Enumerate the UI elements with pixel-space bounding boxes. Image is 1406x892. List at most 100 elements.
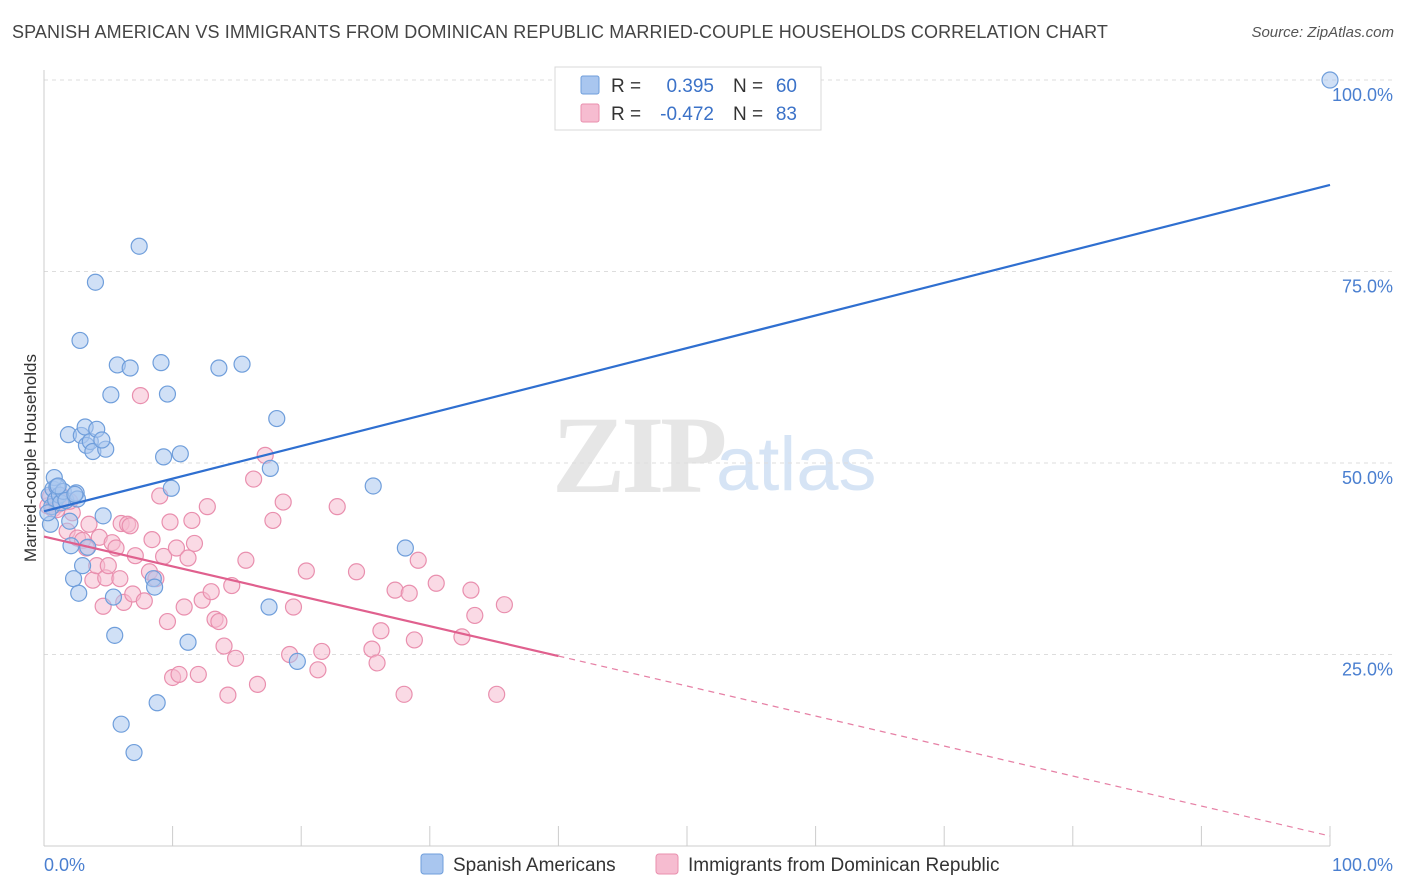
- spanish-point-20: [73, 557, 92, 575]
- bottom-legend-swatch-spanish: [420, 853, 444, 875]
- dominican-point-48: [210, 612, 228, 631]
- spanish-point-41: [152, 354, 170, 372]
- spanish-point-13: [62, 537, 80, 555]
- legend-r-value-pink: -0.472: [660, 104, 714, 125]
- bottom-legend-label-dominican: Immigrants from Dominican Republic: [688, 855, 1000, 876]
- spanish-point-50: [261, 459, 279, 477]
- dominican-point-58: [274, 493, 292, 511]
- dominican-point-76: [462, 581, 480, 599]
- spanish-point-49: [260, 598, 278, 616]
- legend-n-label-blue: N =: [733, 76, 763, 97]
- legend-n-value-blue: 60: [776, 76, 797, 97]
- spanish-point-46: [179, 633, 197, 651]
- spanish-point-51: [268, 409, 286, 428]
- y-tick-label-50: 50.0%: [1342, 468, 1393, 488]
- dominican-point-28: [135, 592, 153, 610]
- spanish-point-53: [364, 477, 382, 495]
- dominican-point-39: [175, 598, 193, 616]
- spanish-point-37: [130, 237, 148, 255]
- spanish-point-34: [112, 715, 130, 733]
- x-axis-ticks: [43, 826, 1331, 846]
- spanish-point-18: [71, 331, 89, 350]
- dominican-point-82: [121, 517, 139, 535]
- dominican-point-57: [264, 511, 282, 530]
- spanish-point-54: [396, 539, 414, 557]
- dominican-point-46: [202, 583, 220, 601]
- dominican-point-77: [466, 606, 484, 625]
- spanish-point-57: [49, 477, 67, 495]
- spanish-point-58: [66, 485, 84, 504]
- dominican-point-12: [80, 515, 98, 533]
- legend-swatch-blue: [580, 75, 600, 95]
- dominican-point-52: [227, 649, 245, 667]
- dominican-point-62: [309, 661, 327, 679]
- legend-swatch-pink: [580, 103, 600, 123]
- spanish-point-30: [102, 386, 120, 404]
- dominican-point-73: [409, 551, 427, 569]
- spanish-point-12: [61, 512, 79, 530]
- dominican-point-54: [245, 470, 263, 488]
- trendline-dominican-solid: [43, 535, 559, 658]
- spanish-point-17: [70, 584, 88, 602]
- dominican-point-70: [395, 685, 413, 703]
- y-axis-title: Married-couple Households: [21, 354, 40, 562]
- dominican-point-40: [179, 549, 197, 567]
- dominican-point-34: [158, 612, 177, 631]
- spanish-point-56: [39, 504, 57, 522]
- dominican-point-27: [131, 386, 150, 405]
- dominican-point-45: [198, 498, 216, 516]
- spanish-point-26: [86, 273, 105, 291]
- dominican-point-42: [185, 534, 204, 553]
- spanish-point-45: [171, 445, 189, 463]
- dominican-point-49: [215, 637, 233, 655]
- dominican-point-69: [386, 581, 404, 599]
- dominican-point-53: [237, 551, 255, 569]
- dominican-point-74: [427, 574, 445, 592]
- x-tick-label-max: 100.0%: [1332, 855, 1393, 875]
- stats-legend: R = 0.395 N = 60 R = -0.472 N = 83: [554, 66, 822, 131]
- dominican-point-63: [313, 642, 331, 661]
- series-legend: Spanish Americans Immigrants from Domini…: [420, 853, 1000, 876]
- legend-n-label-pink: N =: [733, 104, 763, 125]
- spanish-point-42: [154, 448, 173, 466]
- dominican-point-78: [488, 685, 506, 703]
- dominican-point-38: [170, 665, 188, 684]
- dominican-point-79: [495, 596, 513, 614]
- bottom-legend-label-spanish: Spanish Americans: [453, 855, 616, 876]
- dominican-point-35: [161, 513, 179, 531]
- source-credit: Source: ZipAtlas.com: [1251, 24, 1394, 41]
- dominican-point-65: [347, 563, 366, 581]
- spanish-point-32: [106, 626, 124, 644]
- trendline-spanish: [43, 183, 1331, 513]
- dominican-point-61: [297, 562, 315, 580]
- dominican-point-43: [189, 665, 207, 684]
- spanish-point-47: [210, 359, 228, 377]
- dominican-point-60: [284, 598, 303, 616]
- y-tick-label-100: 100.0%: [1332, 85, 1393, 105]
- legend-n-value-pink: 83: [776, 104, 797, 125]
- series-spanish-points: [39, 71, 1339, 762]
- legend-r-label-pink: R =: [611, 104, 641, 125]
- dominican-point-21: [111, 570, 129, 588]
- spanish-point-55: [1321, 71, 1339, 89]
- dominican-point-30: [143, 530, 161, 549]
- dominican-point-72: [405, 631, 423, 649]
- bottom-legend-swatch-dominican: [655, 853, 679, 875]
- spanish-point-59: [93, 431, 111, 449]
- dominican-point-41: [183, 511, 201, 530]
- dominican-point-64: [328, 498, 346, 516]
- spanish-point-36: [125, 743, 143, 762]
- trendline-dominican-dashed: [558, 655, 1331, 837]
- trend-lines: [43, 183, 1331, 837]
- series-dominican-points: [39, 386, 513, 704]
- watermark-atlas: atlas: [716, 422, 877, 507]
- spanish-point-44: [162, 479, 180, 497]
- chart-title: SPANISH AMERICAN VS IMMIGRANTS FROM DOMI…: [12, 22, 1108, 42]
- spanish-point-40: [148, 694, 166, 712]
- legend-r-label-blue: R =: [611, 76, 641, 97]
- y-tick-label-75: 75.0%: [1342, 277, 1393, 297]
- dominican-point-55: [248, 675, 267, 693]
- y-tick-label-25: 25.0%: [1342, 660, 1393, 680]
- dominican-point-67: [368, 654, 386, 672]
